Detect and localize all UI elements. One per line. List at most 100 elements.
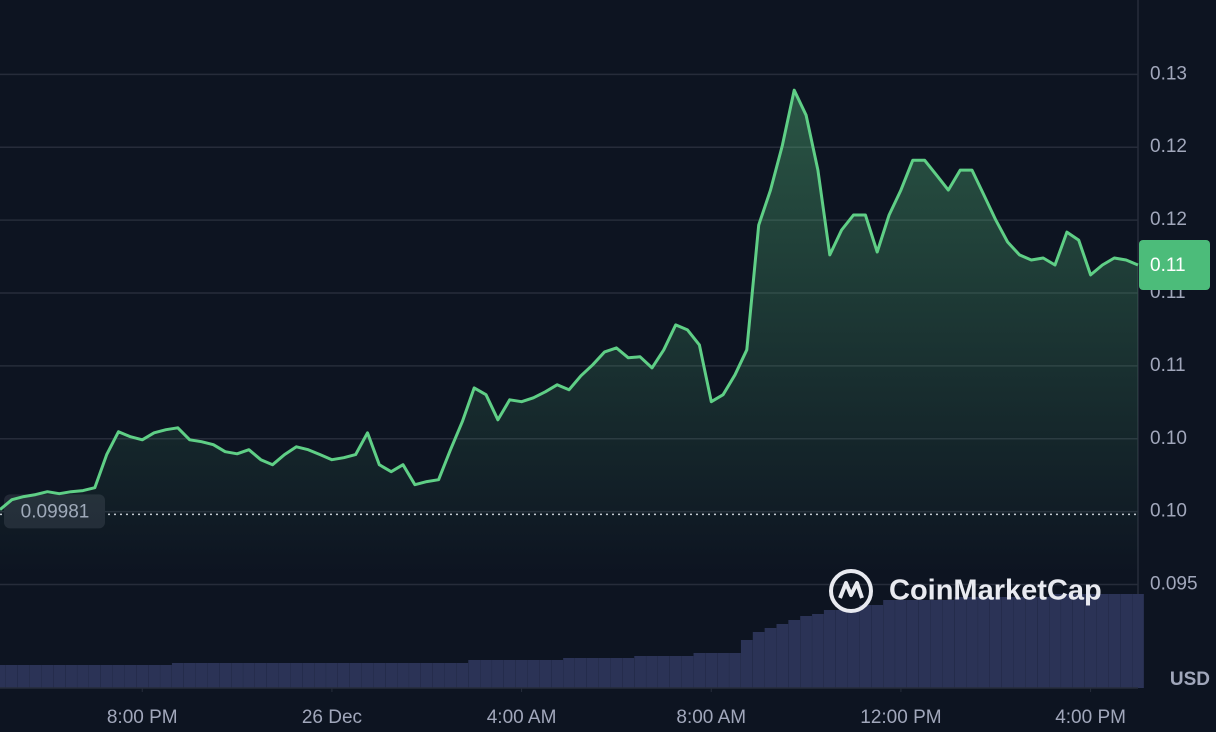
volume-bar <box>1132 594 1144 688</box>
volume-bar <box>1108 594 1121 688</box>
volume-bar <box>1084 594 1097 688</box>
volume-bar <box>705 653 718 688</box>
volume-bar <box>871 605 884 688</box>
volume-bar <box>278 663 291 688</box>
volume-bar <box>1061 594 1073 688</box>
volume-bar <box>918 600 931 688</box>
volume-bar <box>349 663 362 688</box>
volume-bar <box>314 663 326 688</box>
volume-bar <box>88 665 101 688</box>
volume-bar <box>563 658 575 688</box>
y-tick-label: 0.11 <box>1150 355 1186 376</box>
volume-bar <box>409 663 421 688</box>
volume-bar <box>847 610 860 688</box>
volume-bar <box>5 665 18 688</box>
volume-bar <box>1120 594 1133 688</box>
volume-bar <box>586 658 599 688</box>
volume-bar <box>515 660 528 688</box>
volume-bar <box>1013 597 1026 688</box>
volume-bar <box>100 665 113 688</box>
volume-bar <box>527 660 540 688</box>
volume-bar <box>788 620 801 688</box>
volume-bar <box>266 663 279 688</box>
price-area <box>0 90 1138 575</box>
volume-bar <box>385 663 398 688</box>
volume-bar <box>1072 594 1085 688</box>
volume-bar <box>693 653 706 688</box>
volume-bar <box>480 660 492 688</box>
volume-bar <box>420 663 433 688</box>
y-tick-label: 0.12 <box>1150 209 1187 230</box>
x-tick-label: 4:00 AM <box>487 707 557 728</box>
volume-bar <box>1049 594 1061 688</box>
volume-bar <box>895 600 907 688</box>
x-tick-label: 8:00 AM <box>676 707 746 728</box>
volume-bar <box>302 663 315 688</box>
volume-bar <box>622 658 635 688</box>
volume-bar <box>290 663 303 688</box>
volume-bar <box>124 665 137 688</box>
volume-bar <box>492 660 504 688</box>
volume-bar <box>41 665 54 688</box>
volume-bar <box>432 663 445 688</box>
volume-bar <box>160 665 172 688</box>
volume-bar <box>373 663 386 688</box>
volume-bar <box>906 600 919 688</box>
y-tick-label: 0.10 <box>1150 501 1187 522</box>
y-tick-label: 0.13 <box>1150 63 1187 84</box>
volume-bar <box>397 663 409 688</box>
volume-bar <box>444 663 457 688</box>
volume-bar <box>669 656 682 688</box>
volume-bar <box>65 665 77 688</box>
volume-bar <box>207 663 220 688</box>
volume-bar <box>148 665 160 688</box>
volume-bar <box>776 624 789 688</box>
price-line <box>0 88 1139 511</box>
volume-bar <box>657 656 670 688</box>
volume-bar <box>326 663 338 688</box>
y-tick-label: 0.10 <box>1150 428 1187 449</box>
volume-bar <box>361 663 374 688</box>
volume-bar <box>539 660 552 688</box>
volume-bar <box>195 663 208 688</box>
volume-bar <box>53 665 66 688</box>
volume-bar <box>1001 597 1014 688</box>
last-price-tag <box>1139 239 1210 290</box>
watermark: CoinMarketCap <box>829 569 1102 613</box>
volume-bar <box>646 656 658 688</box>
volume-bar <box>231 663 243 688</box>
y-tick-label: 0.12 <box>1150 136 1187 157</box>
volume-bar <box>136 665 149 688</box>
x-tick-label: 8:00 PM <box>107 707 178 728</box>
volume-bar <box>243 663 255 688</box>
volume-bar <box>634 656 646 688</box>
volume-bar <box>112 665 125 688</box>
volume-bar <box>954 597 967 688</box>
volume-bar <box>823 610 836 688</box>
volume-bar <box>29 665 42 688</box>
volume-bar <box>859 605 872 688</box>
volume-bar <box>835 610 848 688</box>
volume-bar <box>468 660 481 688</box>
volume-bar <box>930 600 943 688</box>
volume-bar <box>681 656 694 688</box>
volume-bar <box>740 640 753 688</box>
volume-bar <box>337 663 350 688</box>
watermark-logo <box>829 569 873 613</box>
volume-bar <box>219 663 232 688</box>
volume-bar <box>764 628 777 688</box>
volume-bar <box>978 597 990 688</box>
watermark-logo-m <box>838 581 864 599</box>
currency-label: USD <box>1170 669 1210 690</box>
volume-bar <box>989 597 1002 688</box>
volume-bar <box>574 658 587 688</box>
volume-bar <box>183 663 196 688</box>
volume-bar <box>503 660 516 688</box>
x-tick-label: 4:00 PM <box>1055 707 1126 728</box>
volume-bar <box>883 600 895 688</box>
volume-bar <box>752 632 765 688</box>
volume-bar <box>171 663 184 688</box>
volume-bar <box>456 663 469 688</box>
volume-bar <box>77 665 89 688</box>
